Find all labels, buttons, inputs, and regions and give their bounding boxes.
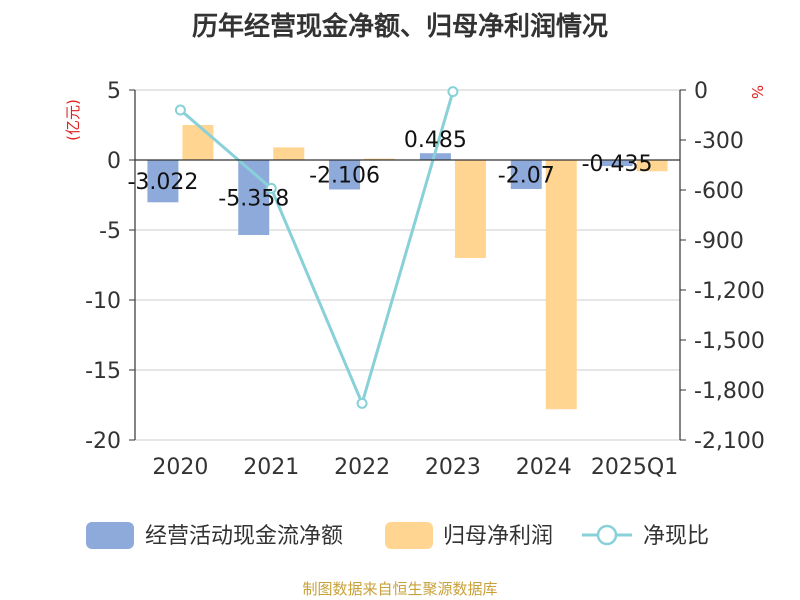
right-axis-tick-label: -600 xyxy=(694,179,744,204)
right-axis-unit: % xyxy=(748,85,766,99)
cash-flow-data-label: -2.07 xyxy=(498,163,555,188)
right-axis-tick-label: -1,800 xyxy=(694,379,765,404)
left-axis-tick-label: -20 xyxy=(85,429,121,454)
right-axis-tick-label: -1,200 xyxy=(694,279,765,304)
left-axis-tick-label: -5 xyxy=(99,219,121,244)
legend-label-ratio: 净现比 xyxy=(643,524,709,549)
line-layer xyxy=(174,86,459,409)
cash-flow-bar xyxy=(329,160,361,190)
cash-flow-bar xyxy=(601,160,633,167)
legend-swatch-cash-flow xyxy=(86,522,134,549)
x-axis-tick-label: 2020 xyxy=(152,455,208,480)
x-axis-tick-label: 2025Q1 xyxy=(591,455,678,480)
cash-flow-bar xyxy=(147,160,179,203)
ratio-point xyxy=(265,182,277,194)
ratio-point xyxy=(356,397,368,409)
net-profit-bar xyxy=(273,147,305,160)
x-axis-tick-label: 2022 xyxy=(334,455,390,480)
x-axis-tick-label: 2021 xyxy=(243,455,299,480)
ratio-point xyxy=(174,104,186,116)
legend-label-cash-flow: 经营活动现金流净额 xyxy=(145,524,343,549)
net-profit-bar xyxy=(182,125,214,160)
cash-flow-data-label: -5.358 xyxy=(218,187,289,212)
left-axis-tick-label: -10 xyxy=(85,289,121,314)
cash-flow-bar xyxy=(510,160,542,189)
left-axis-unit: (亿元) xyxy=(64,99,82,141)
net-profit-bar xyxy=(545,160,577,410)
legend: 经营活动现金流净额 归母净利润 净现比 xyxy=(86,522,709,549)
ratio-point xyxy=(447,86,459,98)
right-axis-tick-label: -2,100 xyxy=(694,429,765,454)
axes: 5 0 -5 -10 -15 -20 0 -300 -600 -900 -1,200 -1,500 -1… xyxy=(85,79,765,480)
x-axis-tick-label: 2023 xyxy=(425,455,481,480)
left-axis-tick-label: -15 xyxy=(85,359,121,384)
cash-flow-data-label: 0.485 xyxy=(404,128,467,153)
right-axis-tick-label: 0 xyxy=(694,79,708,104)
left-axis-tick-label: 5 xyxy=(107,79,121,104)
net-profit-bar xyxy=(454,160,486,258)
ratio-line xyxy=(179,91,455,408)
left-axis-tick-label: 0 xyxy=(107,149,121,174)
legend-swatch-ratio-marker xyxy=(596,524,618,546)
cash-flow-data-label: -2.106 xyxy=(309,164,380,189)
net-profit-bar xyxy=(364,158,396,160)
chart-title: 历年经营现金净额、归母净利润情况 xyxy=(192,11,608,42)
cash-flow-data-label: -0.435 xyxy=(582,152,653,177)
right-axis-tick-label: -1,500 xyxy=(694,329,765,354)
right-axis-tick-label: -900 xyxy=(694,229,744,254)
data-labels: -3.022 -5.358 -2.106 0.485 -2.07 -0.435 xyxy=(127,128,652,211)
net-profit-bar xyxy=(636,160,668,172)
right-axis-tick-label: -300 xyxy=(694,129,744,154)
cash-flow-data-label: -3.022 xyxy=(127,170,198,195)
legend-label-net-profit: 归母净利润 xyxy=(443,524,553,549)
legend-swatch-net-profit xyxy=(385,522,433,549)
bar-layer xyxy=(147,125,668,410)
x-axis-tick-label: 2024 xyxy=(516,455,572,480)
data-source-note: 制图数据来自恒生聚源数据库 xyxy=(302,580,498,598)
